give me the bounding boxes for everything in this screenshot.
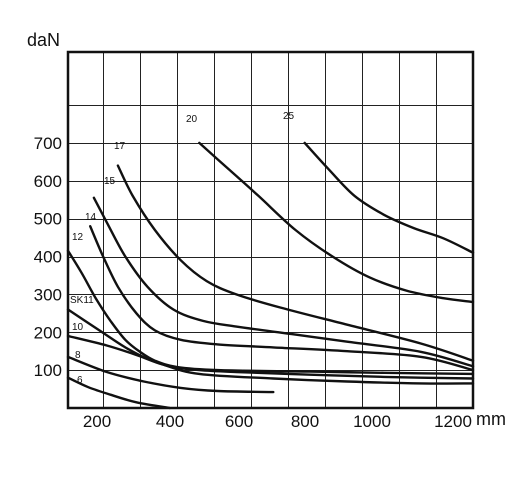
curve-6	[66, 376, 171, 410]
y-tick-label: 200	[34, 323, 62, 342]
curve-label-sk11: SK11	[70, 295, 94, 306]
y-tick-label: 700	[34, 134, 62, 153]
curve-label-8: 8	[75, 350, 81, 361]
curve-label-20: 20	[186, 114, 198, 125]
curve-14	[89, 225, 475, 372]
y-tick-label: 500	[34, 210, 62, 229]
x-tick-label: 400	[156, 412, 184, 431]
grid	[68, 52, 473, 408]
y-axis-unit: daN	[27, 30, 60, 50]
plot-frame	[66, 50, 475, 410]
x-tick-label: 1200	[434, 412, 472, 431]
curve-label-15: 15	[104, 176, 116, 187]
curve-17	[116, 164, 475, 362]
curve-8	[66, 355, 275, 394]
curve-15	[92, 196, 475, 368]
curve-label-12: 12	[72, 232, 84, 243]
curve-label-17: 17	[114, 141, 126, 152]
x-axis-unit: mm	[476, 409, 506, 429]
y-tick-label: 100	[34, 361, 62, 380]
curve-20	[198, 141, 475, 304]
curve-label-25: 25	[283, 111, 295, 122]
x-tick-label: 1000	[353, 412, 391, 431]
x-tick-label: 800	[291, 412, 319, 431]
y-tick-label: 400	[34, 248, 62, 267]
curve-12	[66, 249, 475, 376]
curve-label-14: 14	[85, 212, 97, 223]
x-tick-label: 200	[83, 412, 111, 431]
curve-label-6: 6	[77, 375, 83, 386]
x-tick-label: 600	[225, 412, 253, 431]
curve-label-10: 10	[72, 322, 84, 333]
y-tick-labels: 100 200 300 400 500 600 700	[34, 134, 62, 380]
curves	[66, 141, 475, 410]
x-tick-labels: 200 400 600 800 1000 1200	[83, 412, 472, 431]
curve-25	[303, 141, 475, 254]
curve-10	[66, 334, 475, 385]
y-tick-label: 300	[34, 285, 62, 304]
y-tick-label: 600	[34, 172, 62, 191]
